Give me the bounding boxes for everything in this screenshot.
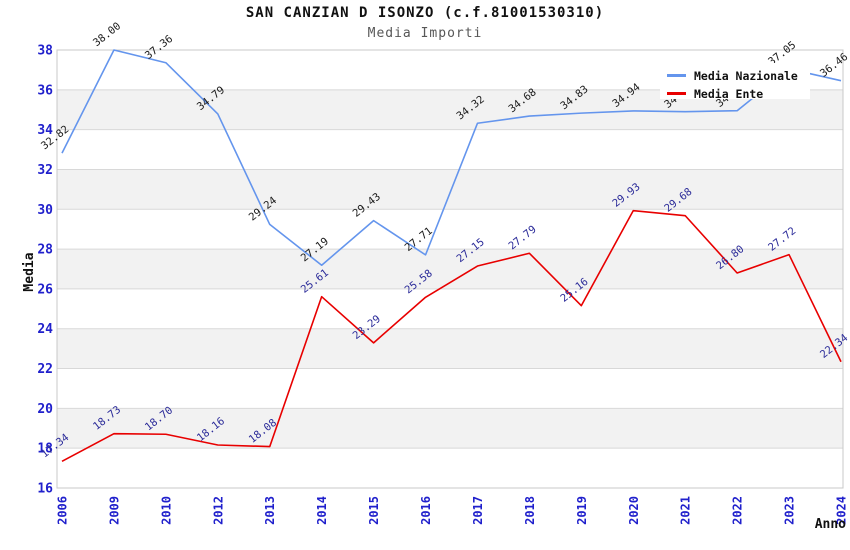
y-tick-label: 24 (37, 322, 53, 337)
x-axis-label: Anno (815, 517, 846, 532)
x-tick-label: 2024 (835, 496, 849, 525)
x-tick-label: 2006 (56, 496, 70, 525)
x-tick-label: 2019 (575, 496, 589, 525)
y-axis-label: Media (22, 252, 37, 291)
data-point-label: 27.79 (506, 223, 538, 252)
x-tick-label: 2018 (523, 496, 537, 525)
x-tick-label: 2010 (159, 496, 173, 525)
grid-band (57, 328, 843, 369)
y-tick-label: 38 (37, 44, 53, 59)
x-tick-label: 2012 (211, 496, 225, 525)
y-tick-label: 22 (37, 362, 53, 377)
x-tick-label: 2016 (419, 496, 433, 525)
x-tick-label: 2017 (471, 496, 485, 525)
y-tick-label: 28 (37, 243, 53, 258)
x-tick-label: 2014 (315, 496, 329, 525)
y-tick-label: 16 (37, 482, 53, 497)
y-tick-label: 32 (37, 163, 53, 178)
x-tick-label: 2020 (627, 496, 641, 525)
x-tick-label: 2022 (731, 496, 745, 525)
y-tick-label: 18 (37, 442, 53, 457)
x-tick-label: 2009 (107, 496, 121, 525)
y-tick-label: 30 (37, 203, 53, 218)
y-tick-label: 20 (37, 402, 53, 417)
y-tick-label: 34 (37, 123, 53, 138)
chart-title: SAN CANZIAN D ISONZO (c.f.81001530310) (245, 5, 605, 21)
grid-band (57, 169, 843, 210)
x-tick-label: 2015 (367, 496, 381, 525)
grid-band (57, 408, 843, 449)
legend-label-media-nazionale: Media Nazionale (694, 69, 798, 83)
x-tick-label: 2013 (263, 496, 277, 525)
y-tick-label: 26 (37, 282, 53, 297)
series-line-media-ente (61, 209, 842, 463)
series-line-media-nazionale (61, 49, 842, 267)
legend-label-media-ente: Media Ente (694, 87, 763, 101)
plot-border (56, 49, 844, 489)
data-point-label: 36.46 (818, 51, 850, 80)
y-tick-label: 36 (37, 83, 53, 98)
chart-subtitle: Media Importi (367, 26, 483, 41)
x-tick-label: 2021 (679, 496, 693, 525)
x-tick-label: 2023 (783, 496, 797, 525)
